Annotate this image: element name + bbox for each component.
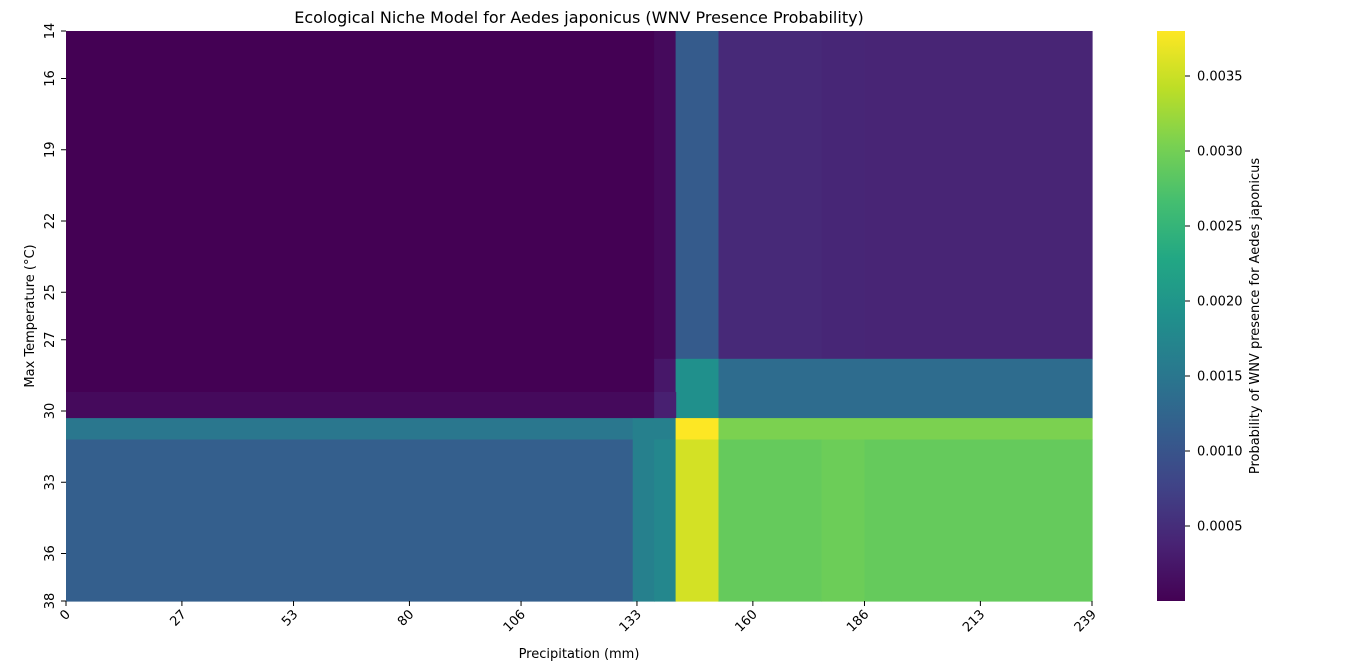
x-tick-label: 0 [57, 607, 73, 623]
y-tick-label: 38 [43, 593, 58, 610]
heatmap-cell-12 [632, 418, 677, 441]
heatmap-cell-20 [821, 439, 865, 602]
chart-title: Ecological Niche Model for Aedes japonic… [294, 8, 864, 27]
heatmap-cell-19 [718, 439, 823, 602]
x-tick-label: 106 [501, 607, 529, 635]
x-tick-label: 27 [167, 607, 189, 629]
y-tick-label: 16 [43, 70, 58, 87]
heatmap-cell-1 [654, 31, 677, 360]
x-tick-label: 186 [844, 607, 872, 635]
heatmap-cell-18 [675, 439, 720, 602]
y-tick-label: 22 [43, 213, 58, 230]
heatmap-cells [66, 31, 1093, 602]
x-tick-label: 160 [733, 607, 761, 635]
heatmap-cell-21 [864, 439, 1093, 602]
x-tick-label: 133 [617, 607, 645, 635]
y-axis-label: Max Temperature (°C) [23, 244, 38, 387]
heatmap-cell-4 [821, 31, 865, 360]
y-tick-label: 14 [43, 23, 58, 40]
heatmap-cell-2 [675, 31, 720, 360]
x-tick-label: 239 [1072, 607, 1100, 635]
y-tick-label: 36 [43, 545, 58, 562]
heatmap-cell-6 [654, 358, 677, 393]
heatmap-cell-17 [654, 439, 677, 602]
x-tick-label: 80 [395, 607, 417, 629]
heatmap-cell-14 [718, 418, 1093, 441]
colorbar-tick-label: 0.0020 [1197, 295, 1243, 310]
colorbar-tick-label: 0.0005 [1197, 520, 1243, 535]
heatmap-cell-11 [66, 418, 634, 441]
x-axis-label: Precipitation (mm) [519, 647, 640, 662]
y-tick-label: 19 [43, 141, 58, 158]
y-tick-label: 30 [43, 403, 58, 420]
x-tick-label: 53 [279, 607, 301, 629]
y-tick-label: 33 [43, 474, 58, 491]
x-axis-ticks: 0 27 53 80 106 133 160 186 213 239 [57, 601, 1100, 635]
heatmap-cell-13 [675, 418, 720, 441]
colorbar-tick-label: 0.0035 [1197, 70, 1243, 85]
heatmap-cell-15 [66, 439, 634, 602]
y-axis-ticks: 14 16 19 22 25 27 30 33 36 38 [43, 23, 66, 610]
colorbar [1157, 31, 1185, 601]
heatmap-cell-7 [675, 358, 720, 419]
heatmap-cell-16 [632, 439, 655, 602]
colorbar-tick-label: 0.0030 [1197, 145, 1243, 160]
x-tick-label: 213 [960, 607, 988, 635]
colorbar-ticks: 0.0005 0.0010 0.0015 0.0020 0.0025 0.0030 0.00… [1185, 70, 1243, 535]
colorbar-tick-label: 0.0015 [1197, 370, 1243, 385]
colorbar-tick-label: 0.0010 [1197, 445, 1243, 460]
heatmap-cell-0 [66, 31, 655, 393]
heatmap-cell-9 [66, 392, 655, 419]
y-tick-label: 25 [43, 284, 58, 301]
heatmap-cell-3 [718, 31, 823, 360]
heatmap-cell-5 [864, 31, 1093, 360]
colorbar-tick-label: 0.0025 [1197, 220, 1243, 235]
heatmap-cell-8 [718, 358, 1093, 419]
colorbar-label: Probability of WNV presence for Aedes ja… [1248, 158, 1263, 475]
heatmap-cell-10 [654, 392, 677, 419]
y-tick-label: 27 [43, 331, 58, 348]
